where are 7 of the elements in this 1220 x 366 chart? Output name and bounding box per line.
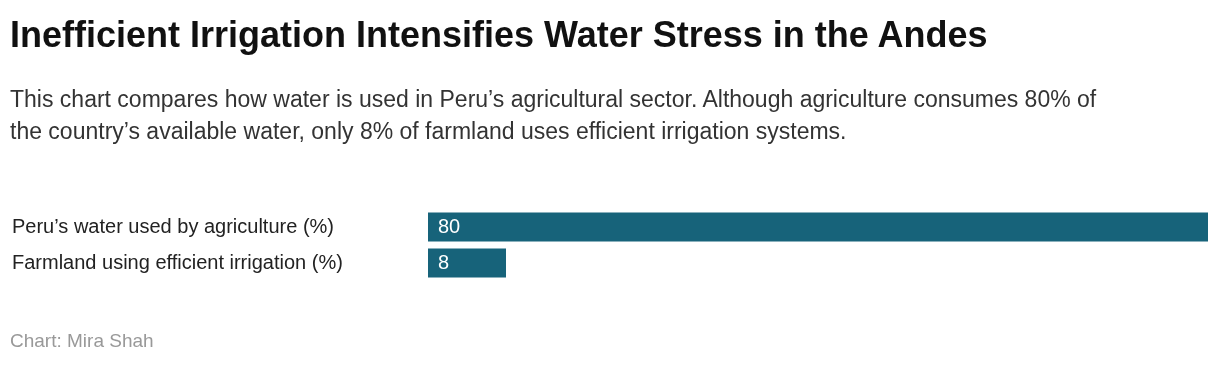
- y-tick-label: Farmland using efficient irrigation (%): [12, 250, 343, 273]
- data-label: 80: [438, 214, 461, 237]
- y-tick-label: Peru’s water used by agriculture (%): [12, 214, 334, 237]
- chart-subtitle: This chart compares how water is used in Peru’s agricultural sector. Although agriculture consumes 80% of the country’s available water, only 8% of farmland uses efficient irrigation systems.: [10, 85, 1098, 146]
- chart-title: Inefficient Irrigation Intensifies Water Stress in the Andes: [10, 14, 988, 56]
- data-label: 8: [438, 250, 450, 273]
- text: Chart: Mira Shah: [10, 330, 154, 351]
